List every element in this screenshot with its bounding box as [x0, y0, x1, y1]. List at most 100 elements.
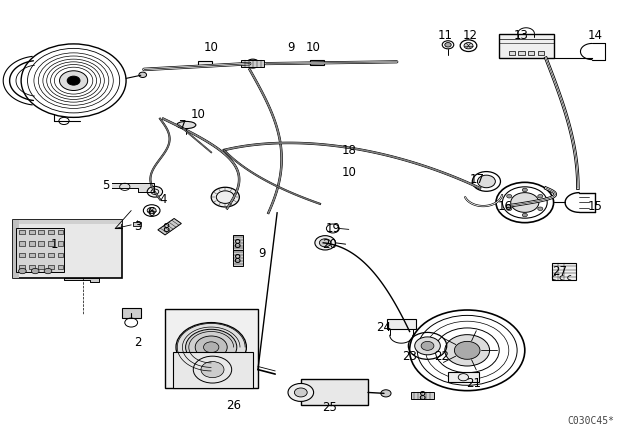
Text: 8: 8: [233, 253, 241, 267]
Bar: [509, 51, 515, 55]
Bar: [499, 34, 554, 58]
Text: 10: 10: [191, 108, 206, 121]
Polygon shape: [13, 220, 19, 278]
Bar: [528, 51, 534, 55]
Bar: [58, 253, 63, 257]
Text: 19: 19: [325, 222, 340, 235]
Bar: [165, 309, 258, 388]
Text: 13: 13: [514, 29, 529, 43]
Text: 18: 18: [341, 143, 356, 157]
Circle shape: [246, 59, 259, 68]
Bar: [48, 230, 54, 234]
Text: 10: 10: [341, 166, 356, 179]
Bar: [133, 222, 141, 226]
Bar: [552, 263, 576, 280]
Circle shape: [211, 187, 239, 207]
Circle shape: [60, 71, 88, 90]
Circle shape: [19, 268, 26, 274]
Bar: [518, 51, 525, 55]
Circle shape: [288, 383, 314, 401]
Circle shape: [195, 336, 227, 358]
Bar: [387, 319, 416, 329]
Circle shape: [31, 268, 39, 274]
Bar: [310, 60, 324, 65]
Bar: [38, 241, 44, 246]
Polygon shape: [241, 60, 264, 67]
Circle shape: [204, 342, 219, 353]
Bar: [29, 241, 35, 246]
Text: 1: 1: [51, 237, 58, 251]
Circle shape: [176, 323, 246, 372]
Text: 25: 25: [322, 401, 337, 414]
Polygon shape: [411, 392, 434, 399]
Circle shape: [415, 337, 440, 355]
Circle shape: [507, 207, 512, 211]
Circle shape: [421, 341, 434, 350]
Polygon shape: [158, 219, 181, 235]
Text: 22: 22: [434, 349, 449, 363]
Circle shape: [507, 194, 512, 198]
Circle shape: [147, 186, 163, 197]
Bar: [29, 230, 35, 234]
Circle shape: [538, 194, 543, 198]
Text: 27: 27: [552, 264, 568, 278]
Bar: [19, 241, 25, 246]
Bar: [58, 230, 63, 234]
Polygon shape: [64, 278, 99, 282]
Text: 24: 24: [376, 320, 392, 334]
Circle shape: [139, 72, 147, 78]
Bar: [48, 241, 54, 246]
Circle shape: [147, 207, 156, 214]
Text: 5: 5: [102, 179, 109, 193]
Polygon shape: [112, 183, 154, 192]
Polygon shape: [13, 220, 122, 224]
Text: 21: 21: [466, 376, 481, 390]
Circle shape: [319, 239, 331, 247]
Circle shape: [464, 43, 473, 49]
Text: 9: 9: [287, 40, 295, 54]
Bar: [122, 308, 141, 318]
Bar: [19, 253, 25, 257]
Circle shape: [44, 268, 52, 274]
Text: 8: 8: [163, 222, 170, 235]
Text: 11: 11: [437, 29, 452, 43]
Text: 7: 7: [179, 119, 186, 132]
Bar: [13, 220, 122, 278]
Circle shape: [315, 236, 335, 250]
Ellipse shape: [177, 121, 196, 129]
Bar: [198, 61, 212, 66]
Circle shape: [445, 43, 451, 47]
Bar: [29, 253, 35, 257]
Bar: [58, 241, 63, 246]
Circle shape: [186, 329, 237, 365]
Bar: [16, 228, 64, 272]
Bar: [58, 265, 63, 269]
Bar: [301, 379, 368, 405]
Bar: [38, 253, 44, 257]
Text: 12: 12: [463, 29, 478, 43]
Text: 16: 16: [498, 199, 513, 213]
Polygon shape: [233, 235, 243, 251]
Bar: [48, 253, 54, 257]
Text: 10: 10: [204, 40, 219, 54]
Text: 6: 6: [147, 206, 154, 220]
Text: 23: 23: [402, 349, 417, 363]
Circle shape: [511, 193, 539, 212]
Text: C030C45*: C030C45*: [568, 417, 614, 426]
Bar: [538, 51, 544, 55]
Bar: [38, 265, 44, 269]
Bar: [48, 265, 54, 269]
Text: 20: 20: [322, 237, 337, 251]
Circle shape: [522, 188, 527, 192]
Text: 4: 4: [159, 193, 167, 206]
Text: 14: 14: [588, 29, 603, 43]
Text: 2: 2: [134, 336, 141, 349]
Circle shape: [477, 175, 495, 188]
Text: 17: 17: [469, 172, 484, 186]
Circle shape: [294, 388, 307, 397]
Text: 15: 15: [588, 199, 603, 213]
Circle shape: [201, 362, 224, 378]
Circle shape: [454, 341, 480, 359]
Circle shape: [522, 213, 527, 217]
Circle shape: [538, 207, 543, 211]
